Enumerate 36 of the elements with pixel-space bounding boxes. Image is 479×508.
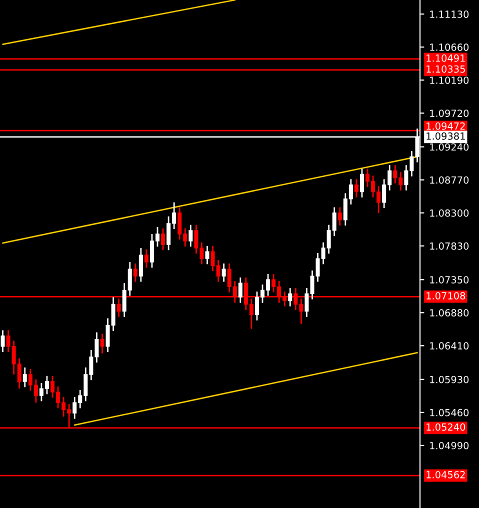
ref-line-label: 1.09381 [426,132,465,140]
y-tick-label: 1.08300 [430,209,469,217]
candlestick [288,287,292,308]
y-tick-label: 1.06410 [430,342,469,350]
y-tick-label: 1.09720 [430,110,469,117]
candlestick [338,206,342,226]
candlestick [138,247,143,282]
ref-line-label: 1.04562 [426,471,465,478]
y-tick-label: 1.05460 [430,408,469,416]
y-tick-label: 1.08770 [430,176,469,184]
candlestick [222,262,226,282]
candlestick [144,248,148,268]
ref-line-label: 1.10335 [426,65,465,73]
ref-line-label: 1.05240 [426,423,466,431]
candlestick [188,224,193,248]
y-tick-label: 1.10190 [430,76,469,84]
y-tick-label: 1.06880 [430,309,469,316]
candlestick [205,245,210,265]
candlestick [0,330,5,353]
y-tick-label: 1.05930 [430,376,469,384]
candlestick [238,276,242,304]
candlestick [100,333,104,354]
y-tick-label: 1.11130 [430,10,469,18]
y-tick-label: 1.09240 [430,143,469,151]
candlestick [360,168,364,198]
candlestick [354,178,358,198]
y-tick-label: 1.10660 [430,44,469,51]
ref-line-label: 1.10491 [426,54,465,62]
candlestick [133,262,138,282]
y-tick-label: 1.07350 [430,276,469,284]
candlestick [22,366,27,388]
ref-line-label: 1.09472 [426,122,465,130]
candlestick [161,228,166,251]
ref-line-label: 1.07108 [426,292,466,300]
y-tick-label: 1.07830 [430,242,469,250]
y-tick-label: 1.04990 [430,442,469,450]
